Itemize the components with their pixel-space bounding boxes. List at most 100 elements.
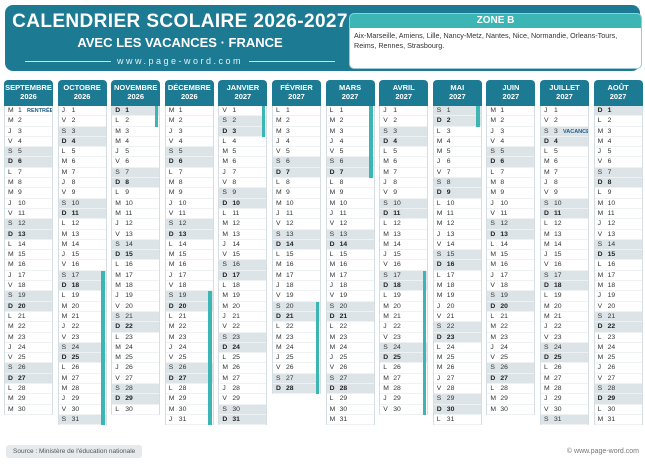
day-number: 10 <box>393 199 401 207</box>
day-number: 24 <box>554 343 562 351</box>
weekday-letter: V <box>168 137 174 145</box>
divider <box>25 60 111 62</box>
day-number: 16 <box>393 261 401 269</box>
holiday-bar <box>101 270 105 426</box>
day-number: 3 <box>232 127 237 135</box>
weekday-letter: D <box>168 230 174 238</box>
day-number: 12 <box>178 220 187 228</box>
weekday-letter: V <box>490 354 495 362</box>
day-row: D 14 <box>326 239 374 251</box>
day-row: M 23 <box>273 333 320 343</box>
day-list: D 1 L 2 M 3 M 4 J 5 V 6 S 7 D 8 L 9 M 10 M 11 J 12 V 13 S 14 D 15 L 16 M… <box>111 106 161 415</box>
day-number: 20 <box>607 302 616 310</box>
weekday-letter: V <box>222 395 227 403</box>
day-row: M 17 <box>326 271 374 282</box>
day-number: 11 <box>554 209 562 217</box>
day-number: 14 <box>554 240 562 248</box>
day-number: 13 <box>393 230 401 238</box>
day-number: 21 <box>18 312 26 320</box>
day-row: J 26 <box>112 363 160 374</box>
weekday-letter: D <box>329 312 335 320</box>
weekday-letter: J <box>544 107 548 114</box>
day-number: 24 <box>393 343 401 351</box>
day-row: S 27 <box>273 373 320 385</box>
weekday-letter: M <box>168 179 175 187</box>
day-number: 5 <box>18 148 22 156</box>
weekday-letter: D <box>61 354 67 362</box>
day-number: 17 <box>500 271 508 279</box>
weekday-letter: J <box>222 312 226 320</box>
weekday-letter: D <box>115 323 121 331</box>
weekday-letter: M <box>383 374 389 382</box>
weekday-letter: D <box>597 107 603 114</box>
weekday-letter: M <box>436 137 443 145</box>
day-note: RENTRÉE <box>27 108 52 114</box>
day-row: M 16 <box>487 260 535 271</box>
weekday-letter: M <box>168 251 175 259</box>
month-name: AOÛT <box>607 83 629 92</box>
day-number: 9 <box>286 189 290 197</box>
day-number: 8 <box>178 179 183 187</box>
day-number: 14 <box>232 240 240 248</box>
day-number: 15 <box>339 251 348 259</box>
day-row: M 30 <box>487 405 535 415</box>
month-name: SEPTEMBRE <box>5 83 52 92</box>
day-number: 23 <box>286 333 294 341</box>
day-number: 1 <box>18 107 22 114</box>
weekday-letter: V <box>115 374 120 382</box>
day-number: 12 <box>607 220 616 228</box>
month-name: OCTOBRE <box>63 83 101 92</box>
weekday-letter: J <box>115 148 119 156</box>
weekday-letter: M <box>115 199 121 207</box>
day-number: 31 <box>232 415 240 423</box>
month-year: 2026 <box>127 92 145 101</box>
month-header: FÉVRIER 2027 <box>272 80 321 106</box>
day-row: S 26 <box>487 363 535 374</box>
weekday-letter: M <box>436 209 443 217</box>
weekday-letter: M <box>436 354 443 362</box>
day-number: 14 <box>71 240 80 248</box>
weekday-letter: D <box>544 209 549 217</box>
day-number: 21 <box>607 312 616 320</box>
day-number: 29 <box>607 395 616 403</box>
day-number: 6 <box>286 158 290 166</box>
day-row: V 26 <box>326 363 374 374</box>
weekday-letter: L <box>168 240 173 248</box>
day-number: 1 <box>178 107 183 114</box>
day-number: 5 <box>500 148 505 156</box>
day-number: 3 <box>607 127 612 135</box>
day-list: J1V2S3VACANCESD4L5M6M7J8V9S10D11L12M13M1… <box>540 106 589 426</box>
day-row: J 15 <box>58 250 106 261</box>
day-row: D 11 <box>58 208 106 220</box>
day-row: L 10 <box>433 199 481 209</box>
day-row: V 13 <box>594 230 642 240</box>
day-number: 19 <box>178 292 187 300</box>
day-number: 6 <box>500 158 505 166</box>
weekday-letter: V <box>436 312 442 320</box>
weekday-letter: S <box>276 158 281 166</box>
weekday-letter: M <box>544 374 550 382</box>
day-number: 30 <box>446 405 455 413</box>
day-number: 27 <box>18 374 26 382</box>
day-number: 14 <box>500 240 508 248</box>
day-row: V 20 <box>112 302 160 312</box>
weekday-letter: J <box>61 107 65 114</box>
day-row: S 14 <box>112 239 160 251</box>
weekday-letter: J <box>490 271 494 279</box>
month-year: 2027 <box>448 92 466 101</box>
day-row: M 14 <box>541 240 588 251</box>
day-row: M 24 <box>273 343 320 354</box>
weekday-letter: L <box>436 343 441 351</box>
weekday-letter: V <box>436 385 442 393</box>
